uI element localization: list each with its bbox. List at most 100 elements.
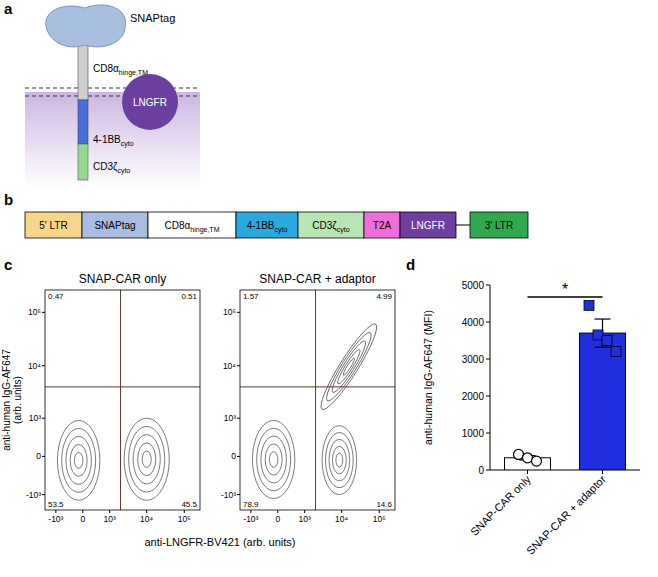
bar-group [505, 300, 626, 470]
tick-label: 10⁵ [28, 307, 41, 317]
contour-level [261, 436, 286, 483]
contour-level [265, 444, 282, 475]
tick [42, 494, 45, 495]
label-main: LNGFR [411, 220, 445, 231]
quadrant-percent: 53.5 [48, 500, 64, 509]
part-label: CD3ζcyto [93, 161, 130, 175]
part-label: SNAPtag [130, 12, 175, 24]
tick-label: 0 [275, 514, 280, 524]
segment-label: 4-1BBcyto [247, 220, 288, 234]
contour-group [57, 418, 169, 500]
data-point [602, 336, 612, 346]
plot-title: SNAP-CAR + adaptor [259, 272, 375, 286]
label-main: 5' LTR [39, 220, 67, 231]
error-cap [595, 318, 611, 319]
tick-label: -10³ [26, 490, 41, 500]
contour-level [74, 452, 82, 468]
tick [486, 433, 490, 434]
label-main: T2A [373, 220, 392, 231]
segment-label: LNGFR [411, 220, 445, 231]
snaptag-domain [46, 5, 126, 47]
segment-label: 5' LTR [39, 220, 67, 231]
population [322, 426, 357, 495]
label-subscript: cyto [337, 226, 350, 234]
tick-label: 10³ [224, 413, 236, 423]
population [124, 418, 169, 500]
part-label: 4-1BBcyto [93, 134, 134, 148]
y-axis [490, 285, 491, 470]
tick [237, 456, 240, 457]
tick-label: 10⁴ [223, 361, 236, 371]
contour-level [124, 418, 169, 500]
quadrant-percent: 0.47 [48, 292, 64, 301]
tick-label: 10³ [104, 514, 116, 524]
tick-label: 3000 [462, 354, 485, 365]
plot-frame [45, 290, 200, 510]
data-point [593, 330, 603, 340]
tick [237, 312, 240, 313]
label-main: CD8α [165, 220, 191, 231]
segment-label: 3' LTR [485, 220, 513, 231]
tick [237, 418, 240, 419]
label-subscript: cyto [121, 140, 134, 148]
tick [341, 510, 342, 513]
tick-label: 10⁴ [28, 361, 41, 371]
tick-label: 5000 [462, 280, 485, 291]
panel-label: a [4, 0, 13, 17]
tick-label: 10⁵ [223, 307, 236, 317]
tick-label: -10³ [221, 490, 236, 500]
tick-label: 10⁵ [373, 514, 386, 524]
label-subscript: hinge,TM [190, 226, 219, 234]
tick [55, 510, 56, 513]
contour-level [252, 420, 294, 498]
construct-segment [400, 212, 456, 238]
construct-segment [470, 212, 528, 238]
contour-level [329, 439, 350, 480]
tick [486, 359, 490, 360]
tick [250, 510, 251, 513]
quadrant-percent: 0.51 [181, 292, 197, 301]
tick-label: 10⁴ [140, 514, 153, 524]
tick-label: 1000 [462, 428, 485, 439]
contour-level [314, 319, 383, 414]
axis-label: (arb. units) [12, 376, 23, 424]
contour-level [332, 446, 346, 474]
contour-level [70, 444, 87, 476]
contour-level [62, 428, 96, 492]
construct-segment [236, 212, 298, 238]
tick-label: 10³ [299, 514, 311, 524]
contour-level [142, 451, 151, 467]
tick-label: 10⁵ [178, 514, 191, 524]
tick [277, 510, 278, 513]
tick-label: -10³ [243, 514, 258, 524]
data-point [532, 456, 542, 466]
label-subscript: cyto [274, 226, 287, 234]
tick [379, 510, 380, 513]
cd8-hinge [78, 44, 88, 100]
quadrant-percent: 45.5 [181, 500, 197, 509]
panel-label: c [4, 256, 12, 273]
panel-label: b [4, 191, 13, 208]
quadrant-percent: 4.99 [376, 292, 392, 301]
contour-level [322, 426, 357, 495]
tick [602, 470, 603, 474]
contour-level [57, 420, 99, 500]
quadrant-percent: 14.6 [376, 500, 392, 509]
axis-label: anti-human IgG-AF647 [1, 349, 12, 451]
tick-label: 2000 [462, 391, 485, 402]
tick [184, 510, 185, 513]
4-1bb-domain [78, 100, 88, 144]
tick [486, 470, 490, 471]
label-main: 4-1BB [93, 134, 121, 145]
segment-label: SNAPtag [94, 220, 135, 231]
quadrant-gate [120, 290, 121, 510]
part-label: LNGFR [133, 97, 167, 108]
tick [42, 312, 45, 313]
label-main: SNAPtag [94, 220, 135, 231]
contour-level [321, 329, 376, 405]
population [57, 420, 99, 500]
tick [304, 510, 305, 513]
tick-label: 0 [80, 514, 85, 524]
error-cap [595, 347, 611, 348]
quadrant-percent: 78.9 [243, 500, 259, 509]
